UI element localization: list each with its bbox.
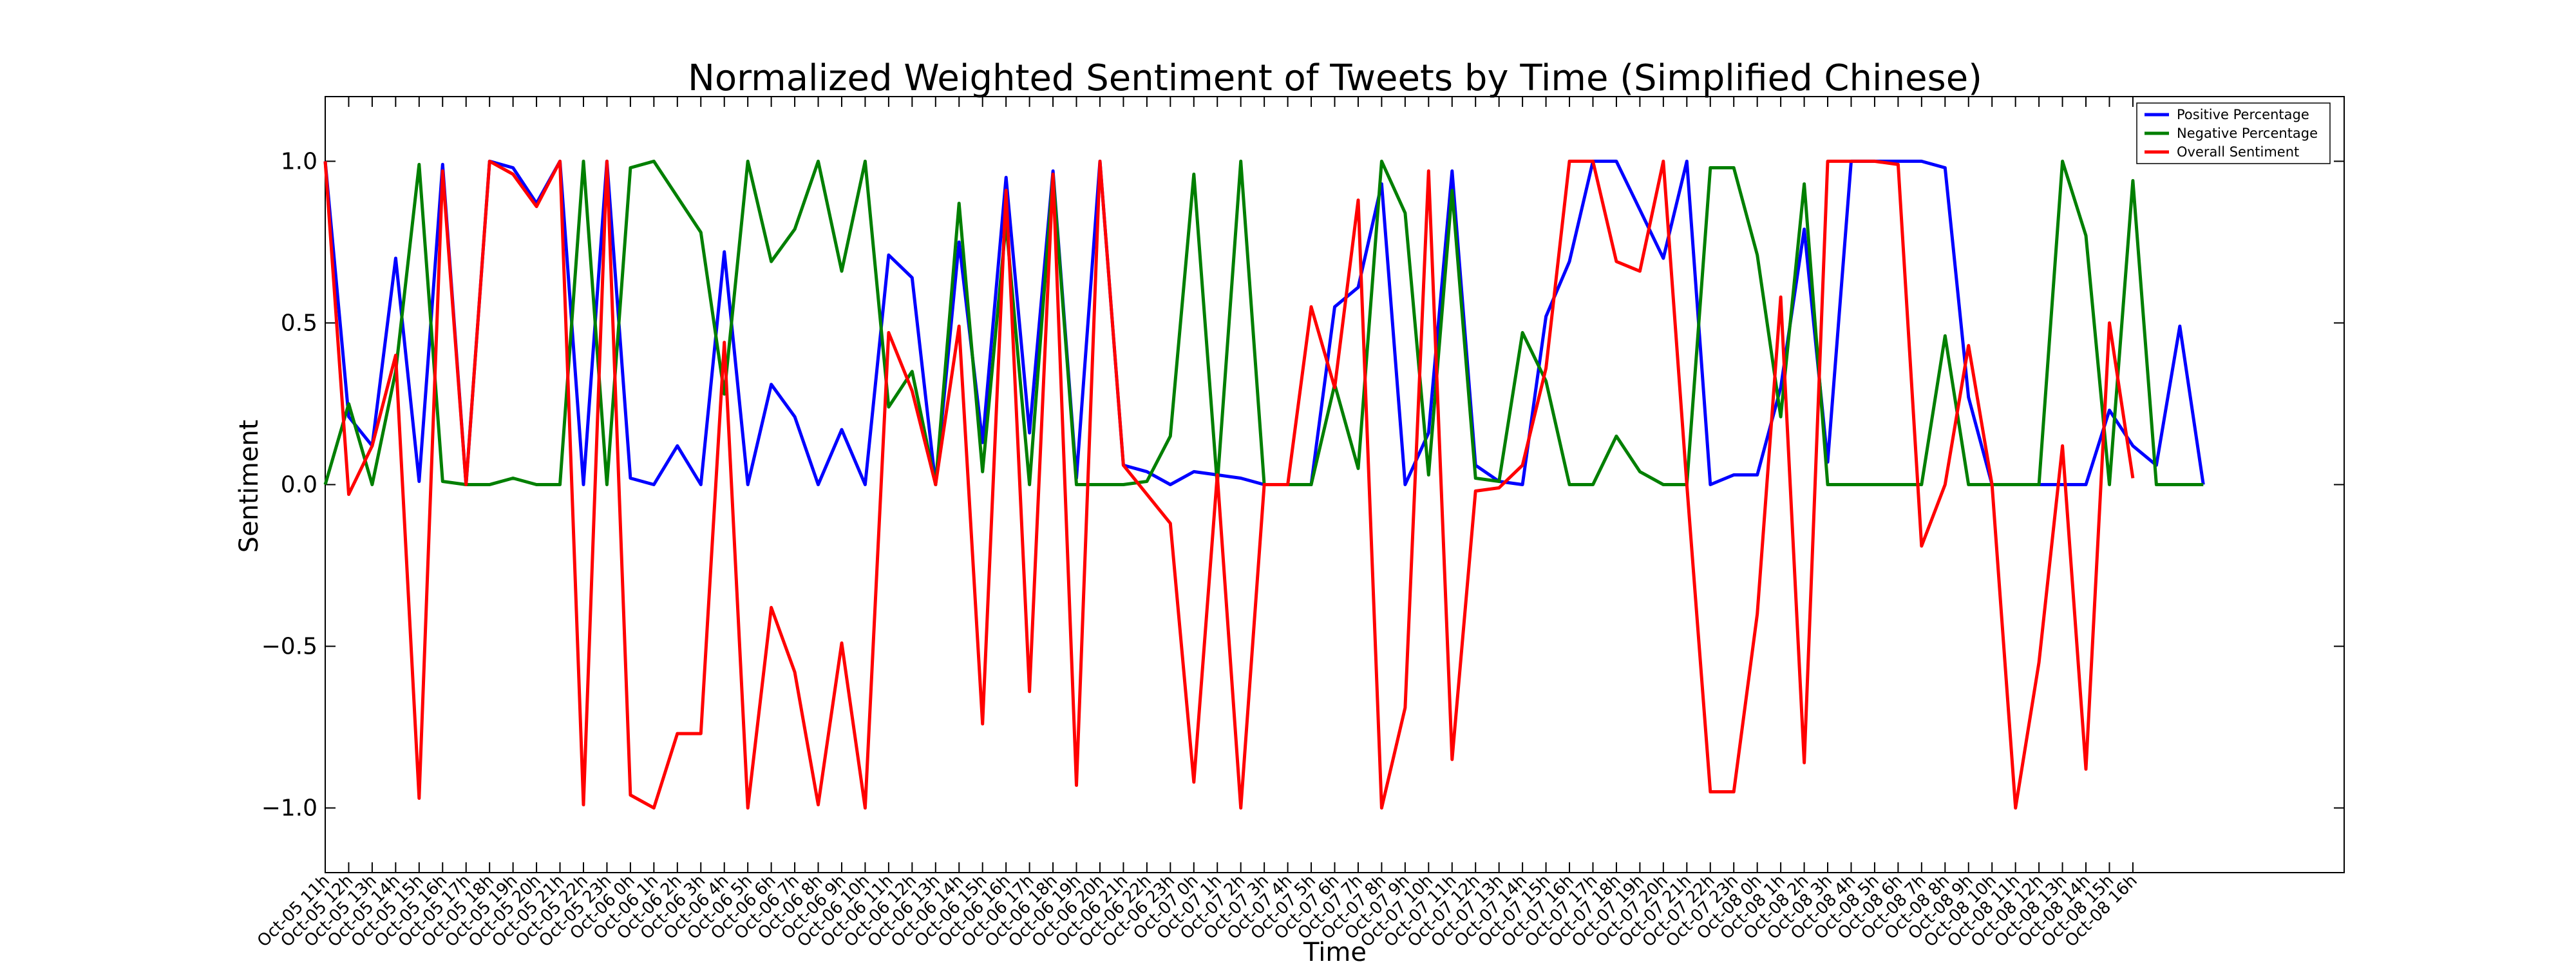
y-tick-label: 0.0: [281, 472, 317, 498]
legend: Positive Percentage Negative Percentage …: [2136, 102, 2331, 164]
series-line-overall: [323, 159, 2135, 810]
legend-label-positive: Positive Percentage: [2177, 107, 2309, 122]
y-axis: −1.0 −0.5 0.0 0.5 1.0: [261, 148, 2344, 822]
legend-label-overall: Overall Sentiment: [2177, 144, 2299, 160]
y-tick-label: −1.0: [261, 795, 317, 822]
series-lines: [323, 159, 2205, 810]
y-tick-label: 1.0: [281, 148, 317, 175]
chart-title: Normalized Weighted Sentiment of Tweets …: [688, 57, 1982, 99]
y-tick-label: −0.5: [261, 634, 317, 660]
x-axis-title: Time: [1303, 938, 1367, 966]
y-axis-title: Sentiment: [234, 420, 264, 553]
y-tick-label: 0.5: [281, 310, 317, 336]
legend-label-negative: Negative Percentage: [2177, 126, 2318, 141]
